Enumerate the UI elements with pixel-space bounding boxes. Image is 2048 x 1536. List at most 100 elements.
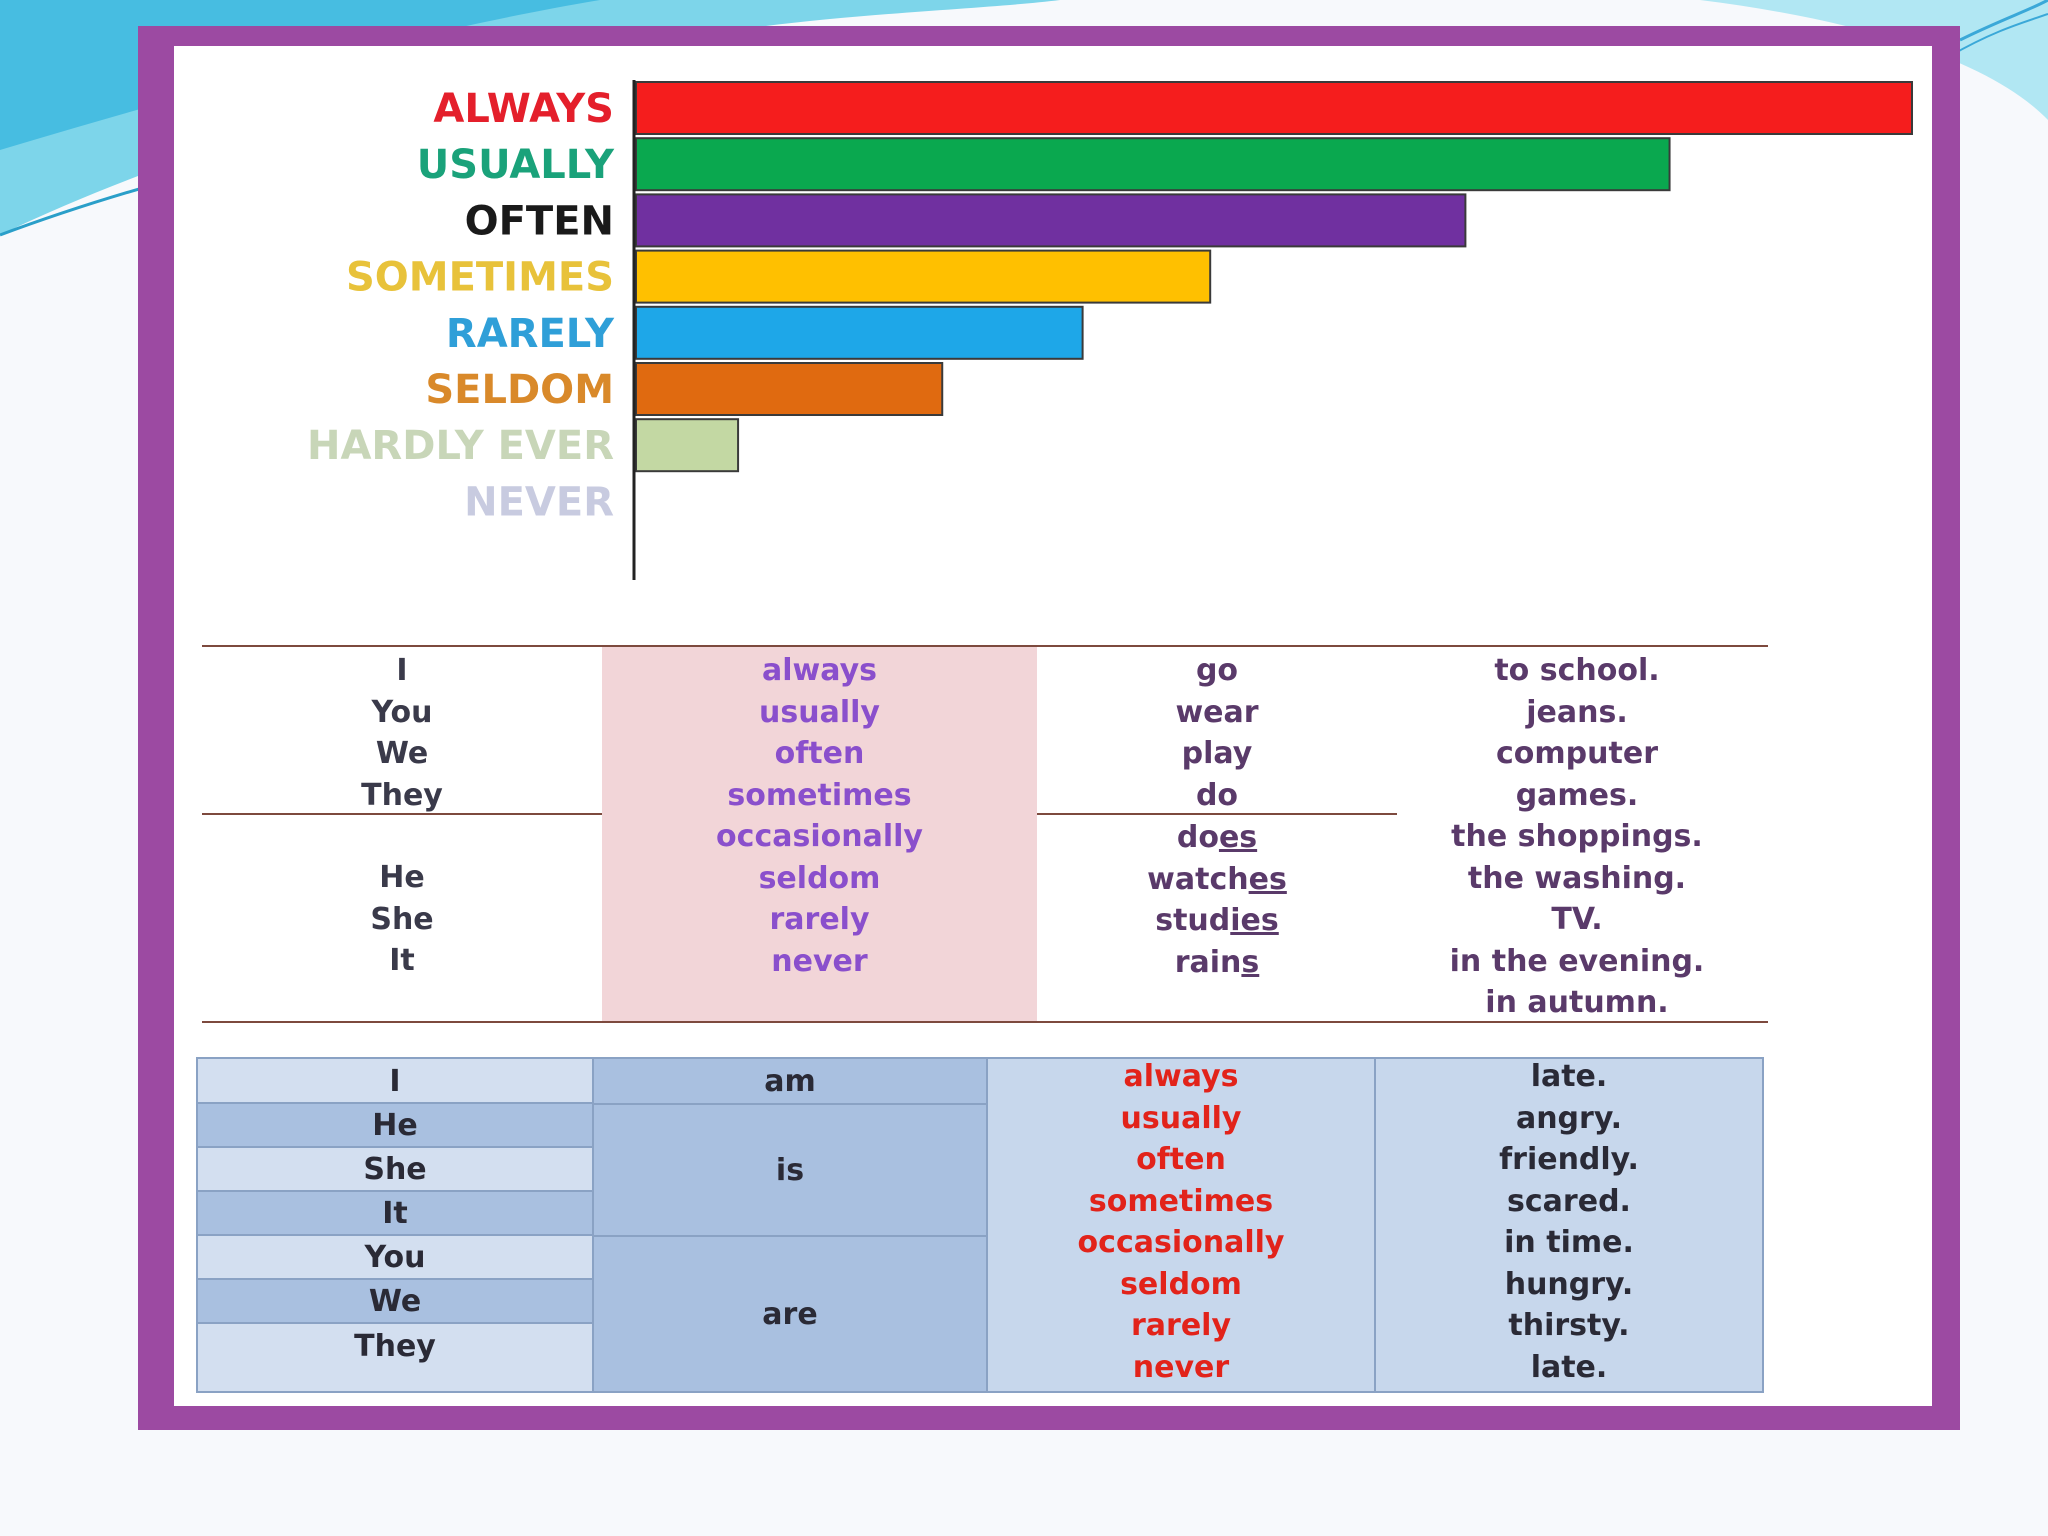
subject-cell: It (198, 1191, 592, 1235)
subject: I (389, 1063, 401, 1099)
category-label-often: OFTEN (465, 198, 614, 244)
category-label-never: NEVER (464, 479, 614, 525)
verb-stem: rain (1174, 944, 1242, 980)
subject: You (364, 1239, 426, 1275)
subject: It (389, 943, 415, 978)
object: computer (1496, 736, 1658, 771)
subject: It (382, 1195, 408, 1231)
bar-rarely (635, 305, 1084, 360)
bars-group (635, 81, 1913, 473)
bar-sometimes (635, 249, 1212, 304)
object: TV. (1551, 902, 1603, 937)
category-label-rarely: RARELY (446, 311, 615, 357)
subject-cell: We (198, 1279, 592, 1323)
verb: play (1181, 736, 1253, 771)
be-form-cell: are (594, 1237, 986, 1391)
subject: She (363, 1151, 427, 1187)
adverb: always (762, 653, 877, 688)
object: the washing. (1467, 860, 1687, 896)
predicate: friendly. (1499, 1142, 1639, 1177)
verb-ending: es (1218, 820, 1258, 855)
subject-cell: She (198, 1147, 592, 1191)
column-divider (986, 1059, 988, 1391)
adverb: usually (1120, 1100, 1242, 1136)
column-divider (592, 1059, 594, 1391)
be-form: are (762, 1296, 818, 1332)
subject: We (375, 736, 429, 771)
verb-ending: ies (1230, 903, 1279, 938)
adverb: seldom (758, 860, 881, 896)
column-divider (1374, 1059, 1376, 1391)
verb-stem: do (1176, 820, 1219, 855)
object: in autumn. (1485, 985, 1669, 1020)
verb-stem: stud (1155, 903, 1231, 938)
subject-cell: You (198, 1235, 592, 1279)
predicate: in time. (1504, 1225, 1634, 1260)
category-label-always: ALWAYS (433, 86, 614, 132)
adverb: rarely (769, 902, 870, 937)
verb: studies (1037, 900, 1397, 942)
adverb-column-highlight (602, 647, 1037, 1021)
subject: He (379, 860, 425, 895)
adverb: often (774, 736, 865, 771)
subject: They (354, 1329, 436, 1364)
bar-hardly-ever (635, 418, 740, 473)
table1-objects: to school. jeans. computer games. the sh… (1377, 650, 1777, 1024)
row-divider (592, 1103, 988, 1105)
row-divider (198, 1278, 592, 1280)
verb-stem: watch (1147, 861, 1249, 897)
row-divider (592, 1235, 988, 1237)
bar-usually (635, 137, 1671, 192)
adverb: usually (759, 694, 880, 730)
adverb: never (771, 943, 868, 979)
verb: do (1195, 777, 1239, 813)
adverb: never (1132, 1349, 1230, 1385)
predicate: thirsty. (1508, 1308, 1630, 1343)
be-form-cell: is (594, 1105, 986, 1235)
verb: watches (1037, 859, 1397, 901)
subject: She (370, 901, 434, 937)
row-divider (198, 1146, 592, 1148)
verb: does (1037, 817, 1397, 859)
verb-ending: s (1241, 944, 1260, 980)
object: games. (1515, 777, 1639, 813)
object: in the evening. (1449, 943, 1705, 979)
subject-cell: He (198, 1103, 592, 1147)
predicate: hungry. (1504, 1266, 1634, 1302)
predicate: late. (1530, 1349, 1608, 1385)
category-label-hardly-ever: HARDLY EVER (307, 423, 614, 469)
table1-subjects-plural: I You We They (202, 650, 602, 816)
predicate: late. (1530, 1059, 1608, 1094)
table1-subject-divider (202, 813, 602, 815)
predicate: angry. (1515, 1100, 1623, 1136)
table1-verb-divider (1037, 813, 1397, 815)
row-divider (198, 1322, 592, 1324)
adverb: always (1123, 1059, 1239, 1094)
subject: They (361, 777, 443, 813)
row-divider (198, 1190, 592, 1192)
adverb: often (1136, 1142, 1226, 1177)
verb: wear (1175, 694, 1259, 730)
verb-ending: es (1248, 861, 1287, 897)
bar-often (635, 193, 1467, 248)
table1-adverbs: always usually often sometimes occasiona… (602, 650, 1037, 982)
predicate: scared. (1507, 1183, 1631, 1219)
be-form-cell: am (594, 1059, 986, 1103)
bar-always (635, 81, 1913, 135)
bar-seldom (635, 362, 944, 416)
be-form: am (764, 1063, 816, 1099)
adverb: seldom (1120, 1266, 1242, 1302)
table1-subjects-singular: He She It (202, 857, 602, 982)
to-be-table: I He She It You We They am is are always… (196, 1057, 1764, 1393)
table1-bottom-rule (202, 1021, 1768, 1023)
subject: He (372, 1107, 418, 1143)
subject: I (396, 653, 408, 688)
row-divider (198, 1234, 592, 1236)
verb: go (1195, 653, 1239, 688)
table2-predicates: late. angry. friendly. scared. in time. … (1376, 1056, 1762, 1388)
adverb: rarely (1130, 1308, 1232, 1343)
object: the shoppings. (1451, 819, 1703, 854)
frequency-bar-chart: ALWAYS USUALLY OFTEN SOMETIMES RARELY SELDOM H… (307, 80, 1913, 580)
row-divider (198, 1102, 592, 1104)
table1-verbs-plural: go wear play do (1037, 650, 1397, 816)
